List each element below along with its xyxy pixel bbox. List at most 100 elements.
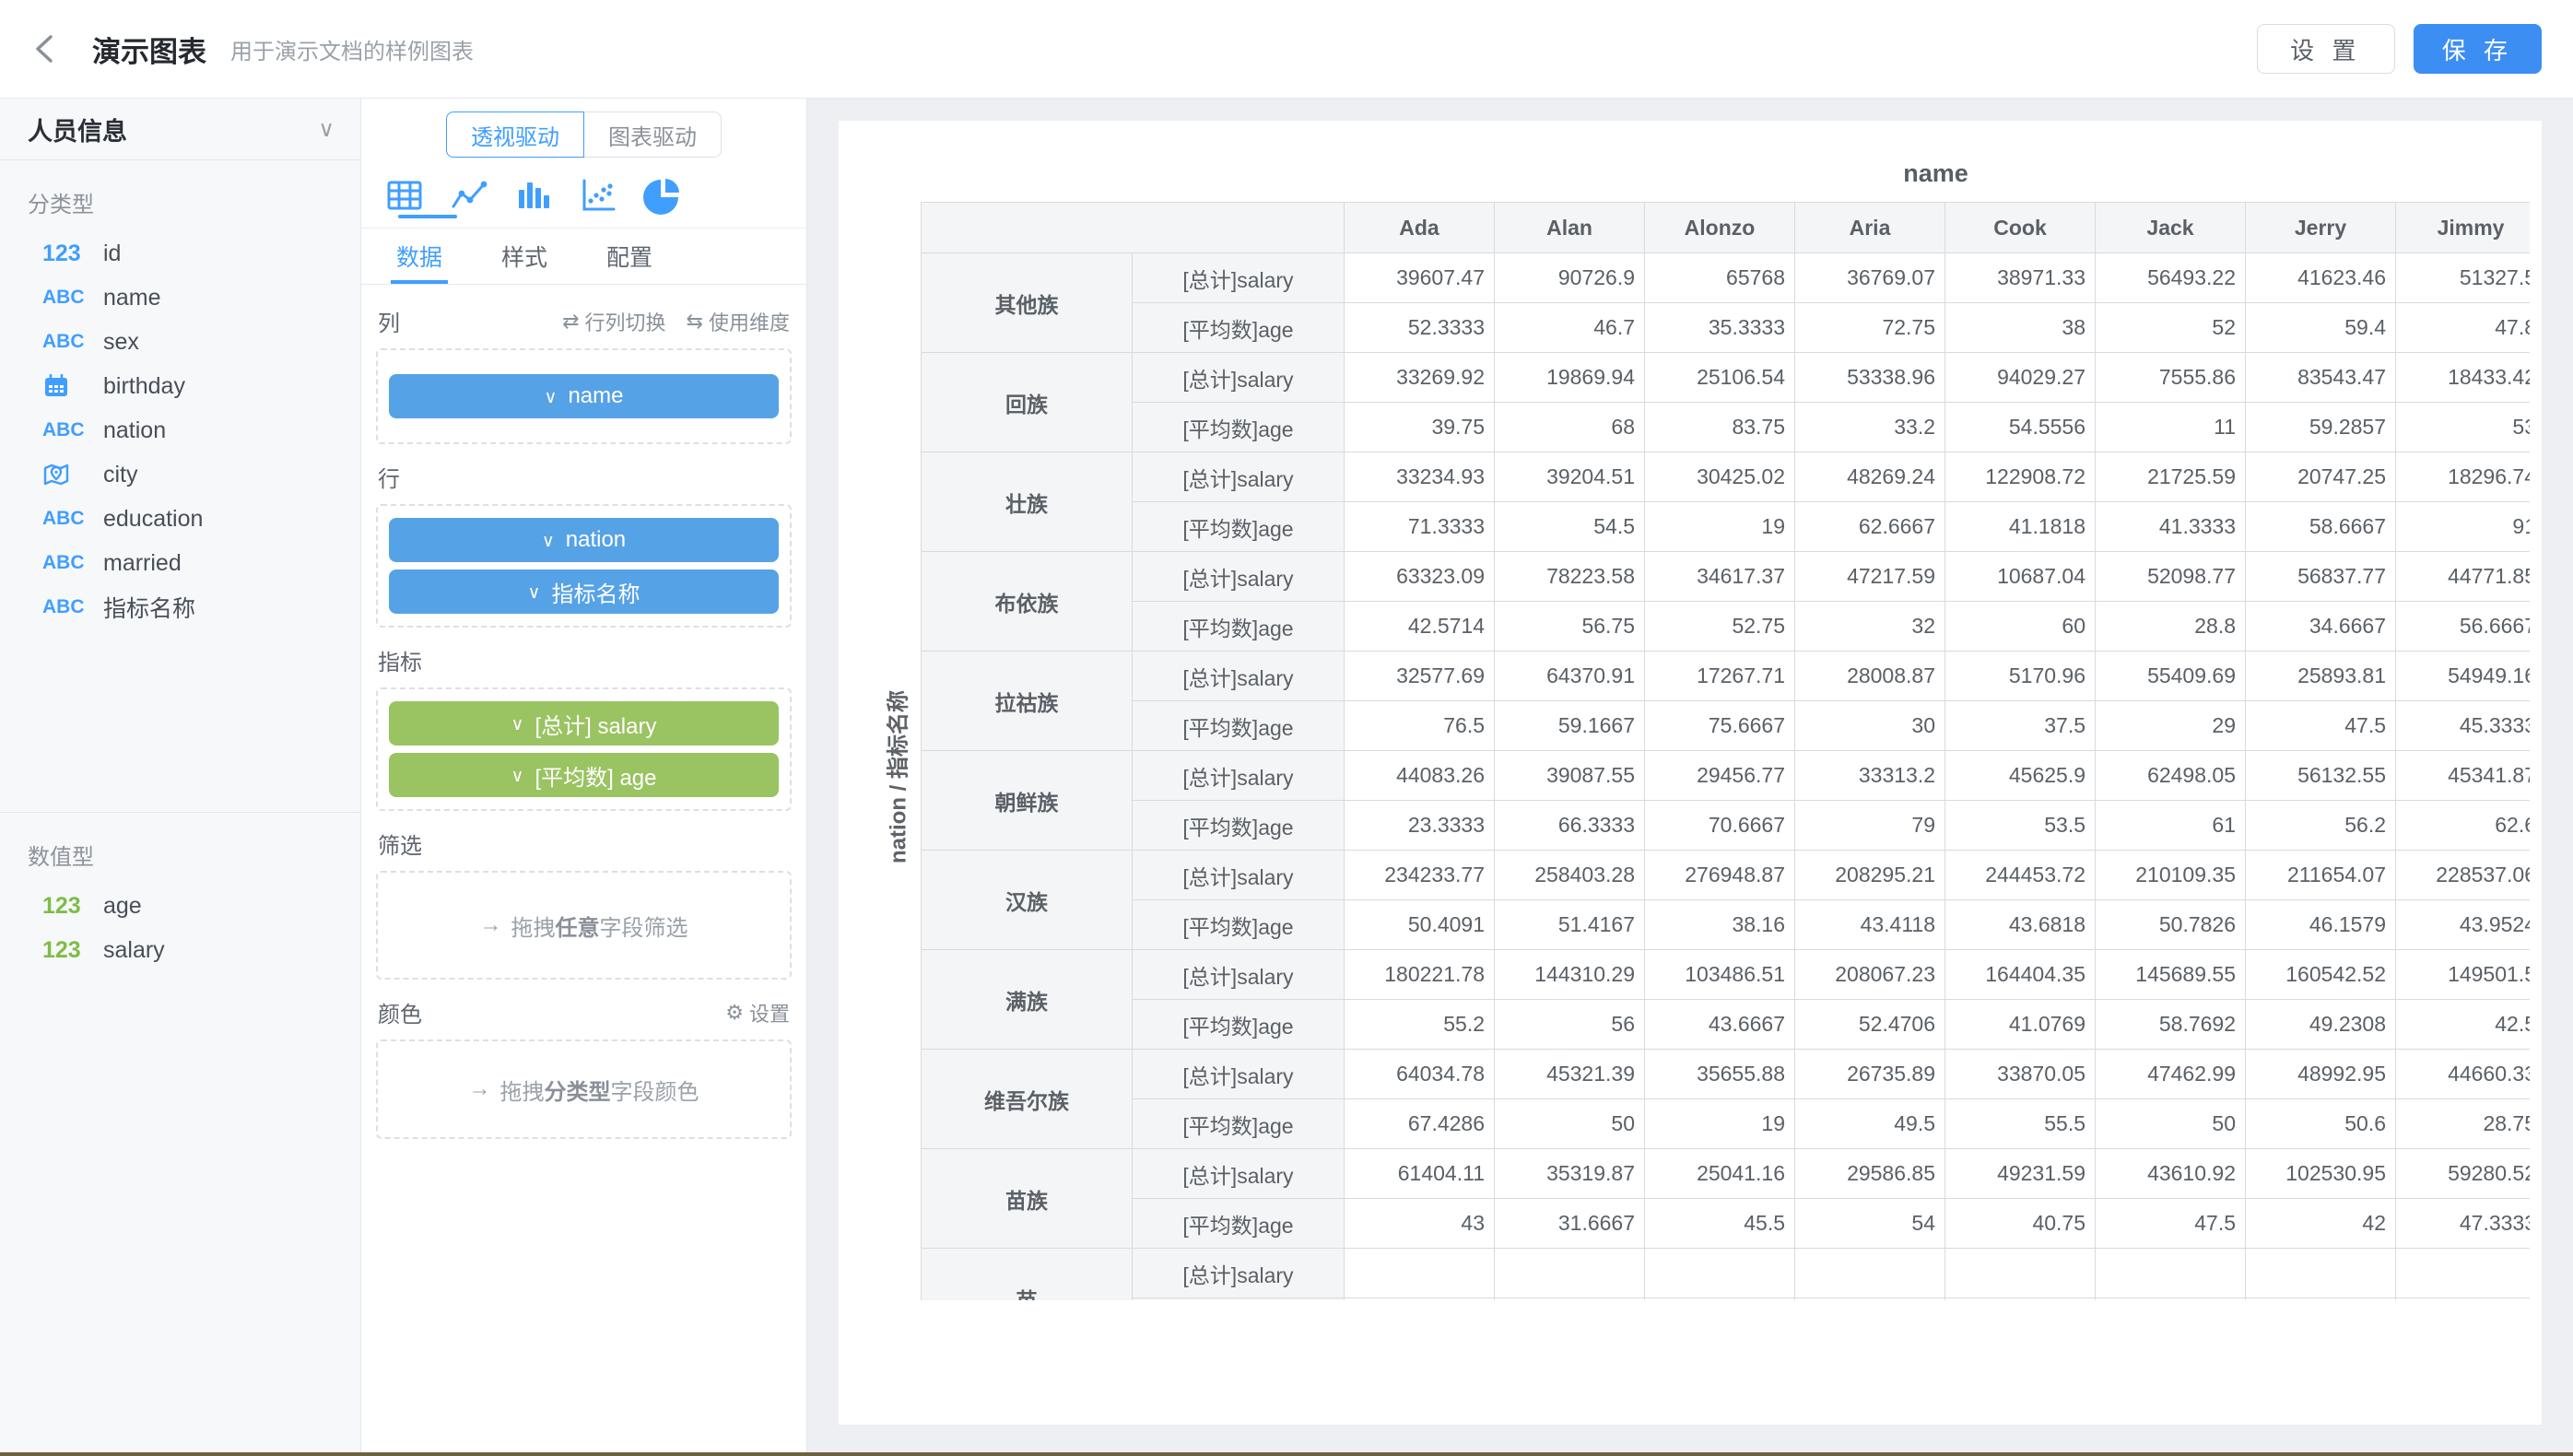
field-pill-[总计] salary[interactable]: ∨ [总计] salary — [389, 701, 779, 746]
pivot-value-cell: 30 — [1794, 700, 1945, 751]
pivot-value-cell: 71.3333 — [1344, 501, 1495, 552]
tab-style[interactable]: 样式 — [501, 245, 548, 271]
pivot-value-cell: 25893.81 — [2245, 651, 2396, 701]
pivot-value-cell: 19869.94 — [1494, 352, 1645, 403]
pivot-value-cell: 18433.42 — [2395, 352, 2530, 403]
field-item-age[interactable]: 123 age — [0, 884, 360, 928]
pivot-value-cell — [1644, 1248, 1795, 1298]
field-item-city[interactable]: city — [0, 452, 360, 497]
swap-rows-cols-button[interactable]: ⇄ 行列切换 — [562, 309, 666, 335]
field-pill-指标名称[interactable]: ∨ 指标名称 — [389, 569, 779, 614]
pivot-value-cell — [1794, 1297, 1945, 1300]
field-pill-nation[interactable]: ∨ nation — [389, 518, 779, 562]
pivot-value-cell: 61 — [2095, 800, 2246, 851]
pivot-value-cell: 66.3333 — [1494, 800, 1645, 851]
top-header: 演示图表 用于演示文档的样例图表 设 置 保 存 — [0, 0, 2573, 99]
tab-config[interactable]: 配置 — [606, 245, 653, 271]
config-tabs: 数据 样式 配置 — [361, 229, 806, 285]
pivot-value-cell: 208295.21 — [1794, 850, 1945, 900]
mode-pivot-button[interactable]: 透视驱动 — [446, 112, 584, 158]
pivot-metric-label: [总计]salary — [1132, 352, 1345, 403]
pivot-value-cell: 26735.89 — [1794, 1049, 1945, 1099]
chart-type-bar-icon[interactable] — [512, 174, 555, 217]
chart-type-scatter-icon[interactable] — [577, 174, 619, 217]
pivot-corner-cell — [921, 202, 1345, 253]
pivot-col-header: Alonzo — [1644, 202, 1795, 253]
chart-type-table-icon[interactable] — [383, 174, 457, 218]
columns-dropzone[interactable]: ∨ name — [376, 348, 792, 444]
field-pill-[平均数] age[interactable]: ∨ [平均数] age — [389, 753, 779, 797]
field-item-married[interactable]: ABC married — [0, 541, 360, 585]
pivot-value-cell — [1494, 1248, 1645, 1298]
color-dropzone[interactable]: → 拖拽分类型字段颜色 — [376, 1039, 792, 1139]
field-name: age — [103, 892, 142, 919]
pivot-value-cell: 211654.07 — [2245, 850, 2396, 900]
pivot-value-cell: 55.5 — [1944, 1098, 2096, 1149]
field-item-指标名称[interactable]: ABC 指标名称 — [0, 585, 360, 629]
metrics-section-label: 指标 — [378, 651, 422, 675]
mode-chart-button[interactable]: 图表驱动 — [583, 112, 722, 158]
metrics-dropzone[interactable]: ∨ [总计] salary ∨ [平均数] age — [376, 687, 792, 811]
pivot-value-cell: 56132.55 — [2245, 750, 2396, 801]
color-settings-button[interactable]: ⚙ 设置 — [725, 1000, 790, 1026]
field-item-birthday[interactable]: birthday — [0, 364, 360, 408]
pivot-metric-label: [平均数]age — [1132, 501, 1345, 552]
pivot-value-cell: 44771.85 — [2395, 551, 2530, 602]
pivot-value-cell — [1344, 1248, 1495, 1298]
pivot-value-cell: 53338.96 — [1794, 352, 1945, 403]
pivot-metric-label: [总计]salary — [1132, 750, 1345, 801]
pivot-value-cell: 52.3333 — [1344, 302, 1495, 353]
pivot-value-cell: 47462.99 — [2095, 1049, 2246, 1099]
field-pill-name[interactable]: ∨ name — [389, 374, 779, 418]
dataset-selector[interactable]: 人员信息 ∨ — [0, 99, 360, 160]
calendar-icon — [42, 372, 103, 400]
pivot-value-cell: 10687.04 — [1944, 551, 2096, 602]
tab-data[interactable]: 数据 — [390, 229, 449, 284]
pivot-value-cell: 208067.23 — [1794, 949, 1945, 1000]
pivot-value-cell: 45321.39 — [1494, 1049, 1645, 1099]
pivot-value-cell: 33870.05 — [1944, 1049, 2096, 1099]
settings-button[interactable]: 设 置 — [2256, 24, 2395, 74]
field-item-sex[interactable]: ABC sex — [0, 320, 360, 364]
use-dimension-button[interactable]: ⇆ 使用维度 — [686, 309, 790, 335]
field-item-name[interactable]: ABC name — [0, 276, 360, 320]
chart-type-line-icon[interactable] — [448, 174, 490, 217]
field-item-id[interactable]: 123 id — [0, 231, 360, 276]
pivot-value-cell: 54 — [1794, 1198, 1945, 1249]
pill-label: name — [568, 383, 624, 408]
field-section-label: 数值型 — [28, 845, 94, 870]
pivot-value-cell: 63323.09 — [1344, 551, 1495, 602]
pivot-value-cell: 48992.95 — [2245, 1049, 2396, 1099]
back-icon[interactable] — [28, 30, 65, 67]
pivot-value-cell: 64034.78 — [1344, 1049, 1495, 1099]
field-item-nation[interactable]: ABC nation — [0, 408, 360, 452]
pivot-value-cell: 56.75 — [1494, 601, 1645, 652]
chevron-down-icon: ∨ — [511, 714, 524, 734]
field-item-salary[interactable]: 123 salary — [0, 928, 360, 972]
pivot-value-cell: 29 — [2095, 700, 2246, 751]
pivot-metric-label: [总计]salary — [1132, 551, 1345, 602]
pivot-value-cell: 43610.92 — [2095, 1148, 2246, 1199]
pivot-value-cell: 83543.47 — [2245, 352, 2396, 403]
pivot-row-group-label: 拉祜族 — [921, 651, 1133, 751]
pivot-metric-label: [总计]salary — [1132, 1049, 1345, 1099]
pivot-value-cell: 41.1818 — [1944, 501, 2096, 552]
pivot-value-cell — [2245, 1248, 2396, 1298]
pivot-value-cell: 56.6667 — [2395, 601, 2530, 652]
pivot-value-cell: 62.6 — [2395, 800, 2530, 851]
filter-dropzone[interactable]: → 拖拽任意字段筛选 — [376, 871, 792, 980]
pill-label: [总计] salary — [535, 713, 657, 739]
chart-type-pie-icon[interactable] — [641, 174, 684, 217]
save-button[interactable]: 保 存 — [2413, 24, 2542, 74]
pivot-value-cell: 48269.24 — [1794, 452, 1945, 502]
field-section-label: 分类型 — [28, 193, 94, 217]
pivot-table-viewport[interactable]: Ada Alan Alonzo Aria Cook Jack Jerry Jimmy 其他族 [总… — [921, 202, 2530, 1300]
field-item-education[interactable]: ABC education — [0, 497, 360, 541]
pivot-metric-label: [总计]salary — [1132, 1148, 1345, 1199]
pivot-value-cell: 76.5 — [1344, 700, 1495, 751]
rows-dropzone[interactable]: ∨ nation ∨ 指标名称 — [376, 504, 792, 628]
pivot-value-cell: 70.6667 — [1644, 800, 1795, 851]
pivot-value-cell: 75.6667 — [1644, 700, 1795, 751]
pivot-value-cell: 25106.54 — [1644, 352, 1795, 403]
pivot-row-group-label: 满族 — [921, 949, 1133, 1050]
